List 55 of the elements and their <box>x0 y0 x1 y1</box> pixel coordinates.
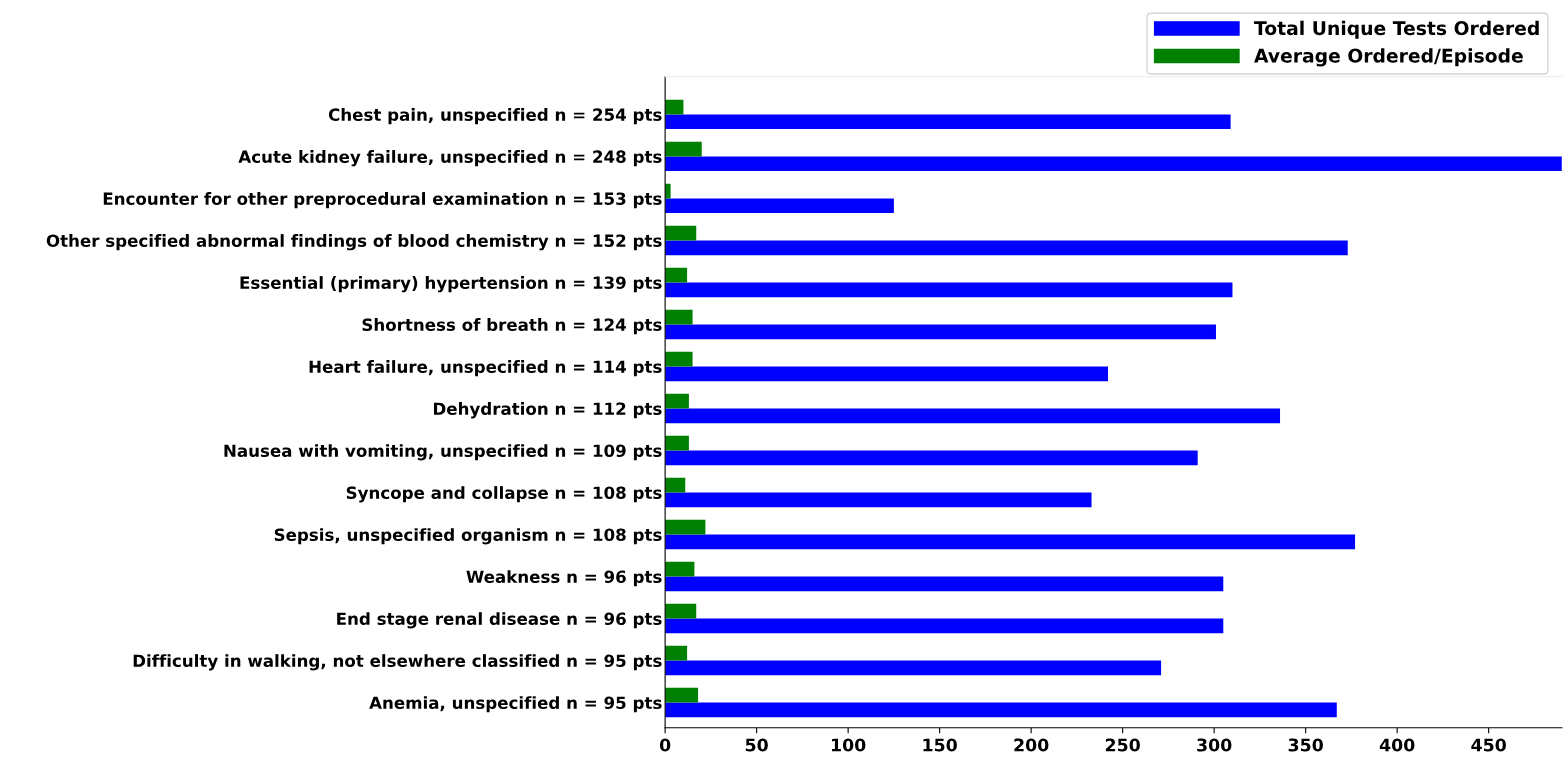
bar <box>665 324 1216 340</box>
bar <box>665 282 1233 298</box>
y-tick-label: Heart failure, unspecified n = 114 pts <box>309 360 662 377</box>
x-tick-label: 0 <box>659 738 671 752</box>
bar <box>665 267 688 283</box>
bar <box>665 519 706 535</box>
bar <box>665 603 697 619</box>
bar <box>665 351 693 367</box>
x-tick-label: 300 <box>1197 738 1232 752</box>
x-tick-label: 200 <box>1014 738 1049 752</box>
bar <box>665 576 1224 592</box>
y-tick-label: Syncope and collapse n = 108 pts <box>346 486 662 503</box>
bar <box>665 393 689 409</box>
y-tick-label: Nausea with vomiting, unspecified n = 109 pts <box>224 444 662 461</box>
y-tick-label: Acute kidney failure, unspecified n = 248 pts <box>238 150 662 167</box>
x-tick-label: 250 <box>1105 738 1140 752</box>
bar <box>665 492 1092 508</box>
x-tick-label: 400 <box>1379 738 1415 752</box>
y-tick-label: Dehydration n = 112 pts <box>433 402 662 419</box>
y-tick-label: Other specified abnormal findings of blood chemistry n = 152 pts <box>46 234 662 251</box>
bar <box>665 561 695 577</box>
bar <box>665 450 1198 466</box>
bar <box>665 366 1109 382</box>
x-tick-label: 450 <box>1471 738 1506 752</box>
y-tick-label: Difficulty in walking, not elsewhere classified n = 95 pts <box>133 654 662 671</box>
y-tick-label: Sepsis, unspecified organism n = 108 pts <box>274 528 662 545</box>
legend-label: Total Unique Tests Ordered <box>1254 20 1539 39</box>
bar <box>665 702 1337 718</box>
x-tick-label: 50 <box>745 738 768 752</box>
y-tick-label: Encounter for other preprocedural examination n = 153 pts <box>103 192 662 209</box>
bar <box>665 309 693 325</box>
y-tick-label: Anemia, unspecified n = 95 pts <box>369 696 662 713</box>
bar <box>665 435 689 451</box>
x-tick-label: 150 <box>923 738 957 752</box>
y-tick-label: End stage renal disease n = 96 pts <box>337 612 662 629</box>
bar <box>665 660 1162 676</box>
bar <box>665 156 1562 172</box>
bar <box>665 408 1281 424</box>
bar <box>665 240 1348 256</box>
bar <box>665 687 699 703</box>
x-tick-label: 350 <box>1288 738 1323 752</box>
bar <box>665 477 686 493</box>
x-tick-label: 100 <box>831 738 866 752</box>
y-tick-label: Chest pain, unspecified n = 254 pts <box>328 108 662 125</box>
bar <box>665 114 1231 130</box>
y-tick-label: Essential (primary) hypertension n = 139 pts <box>240 276 662 293</box>
legend-label: Average Ordered/Episode <box>1254 48 1523 67</box>
bar <box>665 141 702 157</box>
bar <box>665 225 697 241</box>
bar <box>665 534 1356 550</box>
bar <box>665 618 1224 634</box>
bar <box>665 198 894 214</box>
y-tick-label: Shortness of breath n = 124 pts <box>362 318 662 335</box>
y-tick-label: Weakness n = 96 pts <box>466 570 662 587</box>
bar <box>665 645 688 661</box>
